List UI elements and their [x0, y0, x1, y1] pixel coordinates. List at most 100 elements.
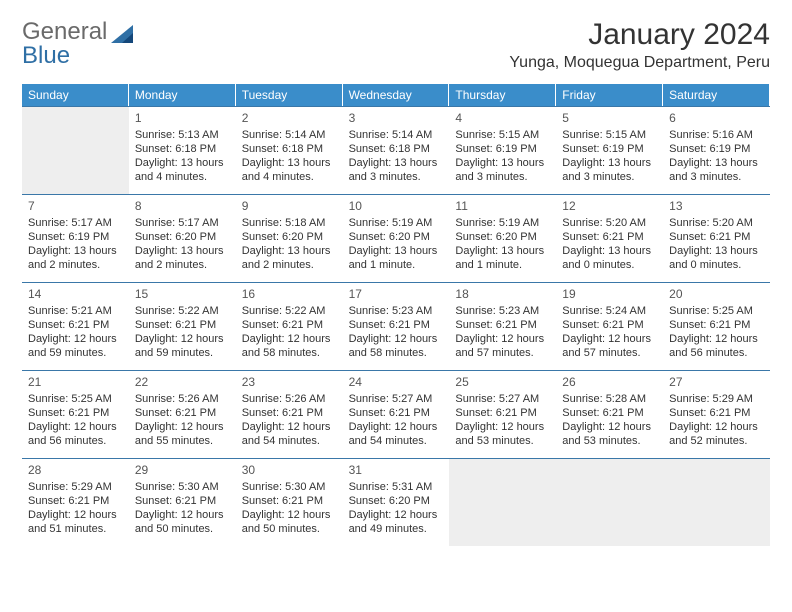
day-number: 16 — [242, 287, 337, 303]
day-number: 3 — [349, 111, 444, 127]
logo-text-b: Blue — [22, 42, 70, 70]
daylight-text: Daylight: 13 hours and 3 minutes. — [562, 156, 657, 185]
daylight-text: Daylight: 13 hours and 2 minutes. — [135, 244, 230, 273]
sunrise-text: Sunrise: 5:14 AM — [349, 128, 444, 142]
sunrise-text: Sunrise: 5:17 AM — [135, 216, 230, 230]
sunrise-text: Sunrise: 5:25 AM — [669, 304, 764, 318]
day-of-week-header: Monday — [129, 84, 236, 106]
sunset-text: Sunset: 6:21 PM — [562, 230, 657, 244]
sunset-text: Sunset: 6:21 PM — [562, 406, 657, 420]
sunset-text: Sunset: 6:18 PM — [135, 142, 230, 156]
daylight-text: Daylight: 13 hours and 3 minutes. — [669, 156, 764, 185]
calendar-day-cell: 2Sunrise: 5:14 AMSunset: 6:18 PMDaylight… — [236, 106, 343, 194]
sunset-text: Sunset: 6:20 PM — [349, 230, 444, 244]
daylight-text: Daylight: 12 hours and 54 minutes. — [349, 420, 444, 449]
sunset-text: Sunset: 6:21 PM — [455, 318, 550, 332]
sunrise-text: Sunrise: 5:28 AM — [562, 392, 657, 406]
location: Yunga, Moquegua Department, Peru — [509, 54, 770, 72]
sunrise-text: Sunrise: 5:29 AM — [669, 392, 764, 406]
sunrise-text: Sunrise: 5:23 AM — [349, 304, 444, 318]
sunrise-text: Sunrise: 5:21 AM — [28, 304, 123, 318]
sunrise-text: Sunrise: 5:26 AM — [135, 392, 230, 406]
sunset-text: Sunset: 6:21 PM — [135, 318, 230, 332]
calendar-day-cell: 13Sunrise: 5:20 AMSunset: 6:21 PMDayligh… — [663, 194, 770, 282]
sunset-text: Sunset: 6:21 PM — [28, 318, 123, 332]
calendar-day-cell: 9Sunrise: 5:18 AMSunset: 6:20 PMDaylight… — [236, 194, 343, 282]
calendar-day-cell: 16Sunrise: 5:22 AMSunset: 6:21 PMDayligh… — [236, 282, 343, 370]
calendar-day-cell: 10Sunrise: 5:19 AMSunset: 6:20 PMDayligh… — [343, 194, 450, 282]
sunrise-text: Sunrise: 5:18 AM — [242, 216, 337, 230]
sunrise-text: Sunrise: 5:30 AM — [242, 480, 337, 494]
sunset-text: Sunset: 6:18 PM — [242, 142, 337, 156]
sunset-text: Sunset: 6:20 PM — [349, 494, 444, 508]
sunset-text: Sunset: 6:21 PM — [669, 318, 764, 332]
sunset-text: Sunset: 6:21 PM — [455, 406, 550, 420]
day-number: 30 — [242, 463, 337, 479]
sunrise-text: Sunrise: 5:15 AM — [562, 128, 657, 142]
daylight-text: Daylight: 12 hours and 53 minutes. — [455, 420, 550, 449]
day-number: 24 — [349, 375, 444, 391]
daylight-text: Daylight: 12 hours and 50 minutes. — [135, 508, 230, 537]
calendar-day-cell: 19Sunrise: 5:24 AMSunset: 6:21 PMDayligh… — [556, 282, 663, 370]
sunrise-text: Sunrise: 5:14 AM — [242, 128, 337, 142]
daylight-text: Daylight: 12 hours and 58 minutes. — [242, 332, 337, 361]
calendar-grid: SundayMondayTuesdayWednesdayThursdayFrid… — [22, 84, 770, 546]
sunset-text: Sunset: 6:21 PM — [135, 406, 230, 420]
day-number: 14 — [28, 287, 123, 303]
day-of-week-header: Saturday — [663, 84, 770, 106]
sunset-text: Sunset: 6:21 PM — [242, 494, 337, 508]
sunset-text: Sunset: 6:21 PM — [242, 318, 337, 332]
sunrise-text: Sunrise: 5:22 AM — [242, 304, 337, 318]
day-number: 20 — [669, 287, 764, 303]
sunset-text: Sunset: 6:20 PM — [455, 230, 550, 244]
sunrise-text: Sunrise: 5:20 AM — [669, 216, 764, 230]
logo-sail-icon — [111, 25, 133, 43]
calendar-day-cell: 12Sunrise: 5:20 AMSunset: 6:21 PMDayligh… — [556, 194, 663, 282]
sunset-text: Sunset: 6:21 PM — [135, 494, 230, 508]
sunset-text: Sunset: 6:19 PM — [562, 142, 657, 156]
day-of-week-header: Friday — [556, 84, 663, 106]
calendar-day-cell: 24Sunrise: 5:27 AMSunset: 6:21 PMDayligh… — [343, 370, 450, 458]
sunrise-text: Sunrise: 5:19 AM — [349, 216, 444, 230]
daylight-text: Daylight: 12 hours and 59 minutes. — [135, 332, 230, 361]
daylight-text: Daylight: 12 hours and 50 minutes. — [242, 508, 337, 537]
title-block: January 2024 Yunga, Moquegua Department,… — [509, 18, 770, 72]
sunrise-text: Sunrise: 5:16 AM — [669, 128, 764, 142]
day-number: 6 — [669, 111, 764, 127]
daylight-text: Daylight: 13 hours and 3 minutes. — [455, 156, 550, 185]
daylight-text: Daylight: 12 hours and 55 minutes. — [135, 420, 230, 449]
daylight-text: Daylight: 13 hours and 4 minutes. — [242, 156, 337, 185]
sunrise-text: Sunrise: 5:22 AM — [135, 304, 230, 318]
calendar-day-cell: 6Sunrise: 5:16 AMSunset: 6:19 PMDaylight… — [663, 106, 770, 194]
day-number: 29 — [135, 463, 230, 479]
calendar-day-cell: 17Sunrise: 5:23 AMSunset: 6:21 PMDayligh… — [343, 282, 450, 370]
day-number: 26 — [562, 375, 657, 391]
day-number: 27 — [669, 375, 764, 391]
daylight-text: Daylight: 13 hours and 1 minute. — [455, 244, 550, 273]
daylight-text: Daylight: 13 hours and 0 minutes. — [669, 244, 764, 273]
day-number: 13 — [669, 199, 764, 215]
sunrise-text: Sunrise: 5:29 AM — [28, 480, 123, 494]
sunset-text: Sunset: 6:19 PM — [455, 142, 550, 156]
calendar-day-cell: 8Sunrise: 5:17 AMSunset: 6:20 PMDaylight… — [129, 194, 236, 282]
sunrise-text: Sunrise: 5:23 AM — [455, 304, 550, 318]
daylight-text: Daylight: 12 hours and 54 minutes. — [242, 420, 337, 449]
day-number: 11 — [455, 199, 550, 215]
calendar-day-cell: 7Sunrise: 5:17 AMSunset: 6:19 PMDaylight… — [22, 194, 129, 282]
sunrise-text: Sunrise: 5:26 AM — [242, 392, 337, 406]
sunrise-text: Sunrise: 5:24 AM — [562, 304, 657, 318]
calendar-day-cell: 20Sunrise: 5:25 AMSunset: 6:21 PMDayligh… — [663, 282, 770, 370]
day-number: 7 — [28, 199, 123, 215]
calendar-day-cell: 27Sunrise: 5:29 AMSunset: 6:21 PMDayligh… — [663, 370, 770, 458]
daylight-text: Daylight: 12 hours and 51 minutes. — [28, 508, 123, 537]
day-number: 19 — [562, 287, 657, 303]
sunset-text: Sunset: 6:21 PM — [349, 406, 444, 420]
day-of-week-header: Wednesday — [343, 84, 450, 106]
daylight-text: Daylight: 13 hours and 2 minutes. — [28, 244, 123, 273]
sunrise-text: Sunrise: 5:30 AM — [135, 480, 230, 494]
calendar-day-cell: 29Sunrise: 5:30 AMSunset: 6:21 PMDayligh… — [129, 458, 236, 546]
daylight-text: Daylight: 12 hours and 57 minutes. — [455, 332, 550, 361]
sunset-text: Sunset: 6:21 PM — [562, 318, 657, 332]
sunset-text: Sunset: 6:21 PM — [28, 494, 123, 508]
daylight-text: Daylight: 13 hours and 0 minutes. — [562, 244, 657, 273]
